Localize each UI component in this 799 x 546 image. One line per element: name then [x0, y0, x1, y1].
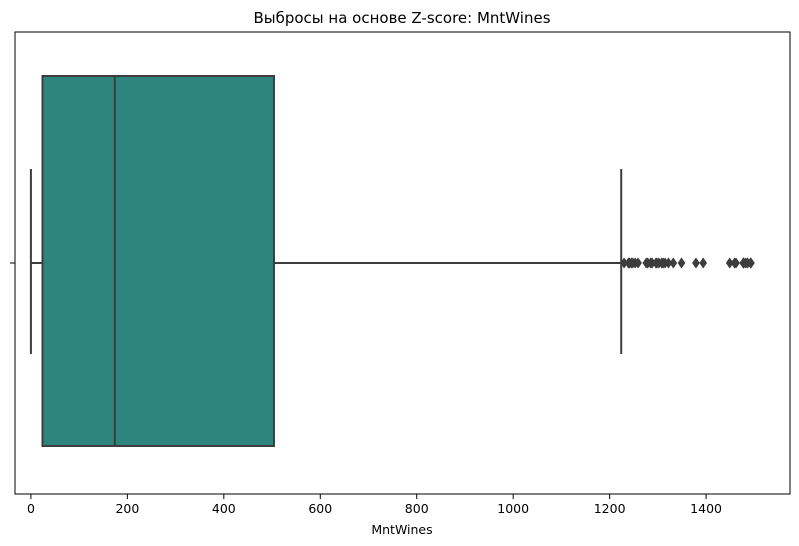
- x-tick-label: 200: [115, 501, 139, 516]
- x-tick-label: 800: [405, 501, 429, 516]
- x-tick-label: 400: [212, 501, 236, 516]
- x-tick-label: 1000: [497, 501, 529, 516]
- outlier-point: [699, 257, 708, 269]
- outlier-point: [732, 257, 740, 269]
- outlier-point: [634, 257, 642, 269]
- outlier-point: [747, 257, 755, 269]
- outlier-point: [669, 257, 678, 269]
- x-tick-label: 1200: [594, 501, 626, 516]
- chart-title: Выбросы на основе Z-score: MntWines: [253, 9, 550, 27]
- x-tick-label: 1400: [690, 501, 722, 516]
- outlier-point: [677, 257, 686, 269]
- x-axis-label: MntWines: [371, 522, 432, 537]
- iqr-box: [41, 75, 275, 447]
- x-tick-label: 0: [27, 501, 35, 516]
- x-tick-label: 600: [308, 501, 332, 516]
- plot-area: 0 200 400 600 800 1000 1200 1400: [10, 31, 791, 516]
- outlier-point: [692, 257, 700, 269]
